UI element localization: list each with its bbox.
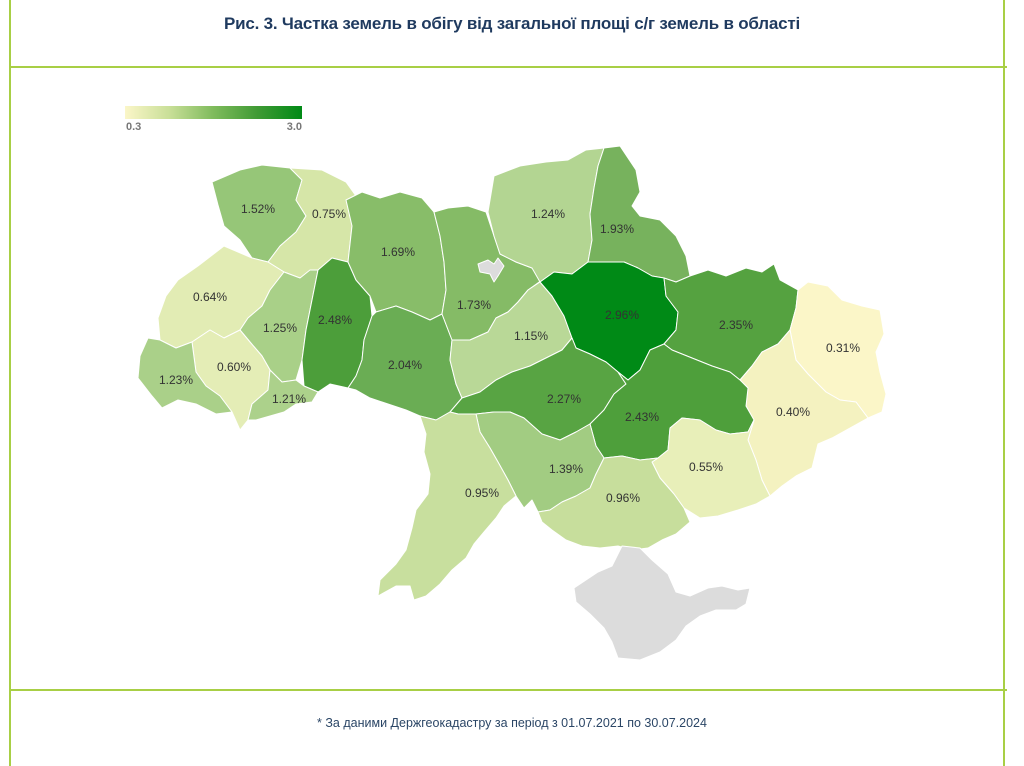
footer-divider bbox=[9, 689, 1007, 691]
label-lviv: 0.64% bbox=[193, 290, 227, 304]
legend-min-label: 0.3 bbox=[126, 121, 142, 133]
label-rivne: 0.75% bbox=[312, 207, 346, 221]
region-odesa[interactable] bbox=[377, 411, 517, 601]
label-mykolaiv: 1.39% bbox=[549, 462, 583, 476]
color-legend: 0.3 3.0 bbox=[125, 106, 302, 133]
label-zhytomyr: 1.69% bbox=[381, 245, 415, 259]
label-luhansk: 0.31% bbox=[826, 341, 860, 355]
header-divider bbox=[9, 66, 1007, 68]
region-kyiv-city[interactable] bbox=[477, 257, 505, 283]
label-dnipropetrovsk: 2.43% bbox=[625, 410, 659, 424]
region-chernivtsi[interactable] bbox=[247, 369, 319, 421]
region-kherson[interactable] bbox=[537, 455, 691, 551]
label-donetsk: 0.40% bbox=[776, 405, 810, 419]
label-kyiv: 1.73% bbox=[457, 298, 491, 312]
figure-title: Рис. 3. Частка земель в обігу від загаль… bbox=[223, 14, 801, 33]
label-chernivtsi: 1.21% bbox=[272, 392, 306, 406]
label-zaporizhzhia: 0.55% bbox=[689, 460, 723, 474]
legend-gradient-bar bbox=[125, 106, 302, 119]
source-footnote: * За даними Держгеокадастру за період з … bbox=[317, 716, 707, 730]
label-sumy: 1.93% bbox=[600, 222, 634, 236]
label-zakarpattia: 1.23% bbox=[159, 373, 193, 387]
label-ternopil: 1.25% bbox=[263, 321, 297, 335]
label-poltava: 2.96% bbox=[605, 308, 639, 322]
label-kirovohrad: 2.27% bbox=[547, 392, 581, 406]
label-khmelnytskyi: 2.48% bbox=[318, 313, 352, 327]
label-odesa: 0.95% bbox=[465, 486, 499, 500]
label-vinnytsia: 2.04% bbox=[388, 358, 422, 372]
label-kharkiv: 2.35% bbox=[719, 318, 753, 332]
label-cherkasy: 1.15% bbox=[514, 329, 548, 343]
region-zakarpattia[interactable] bbox=[137, 337, 233, 415]
label-kherson: 0.96% bbox=[606, 491, 640, 505]
label-ivano-frankivsk: 0.60% bbox=[217, 360, 251, 374]
region-crimea[interactable] bbox=[573, 545, 751, 661]
label-chernihiv: 1.24% bbox=[531, 207, 565, 221]
card-frame bbox=[9, 0, 1005, 766]
label-volyn: 1.52% bbox=[241, 202, 275, 216]
legend-max-label: 3.0 bbox=[286, 121, 302, 133]
